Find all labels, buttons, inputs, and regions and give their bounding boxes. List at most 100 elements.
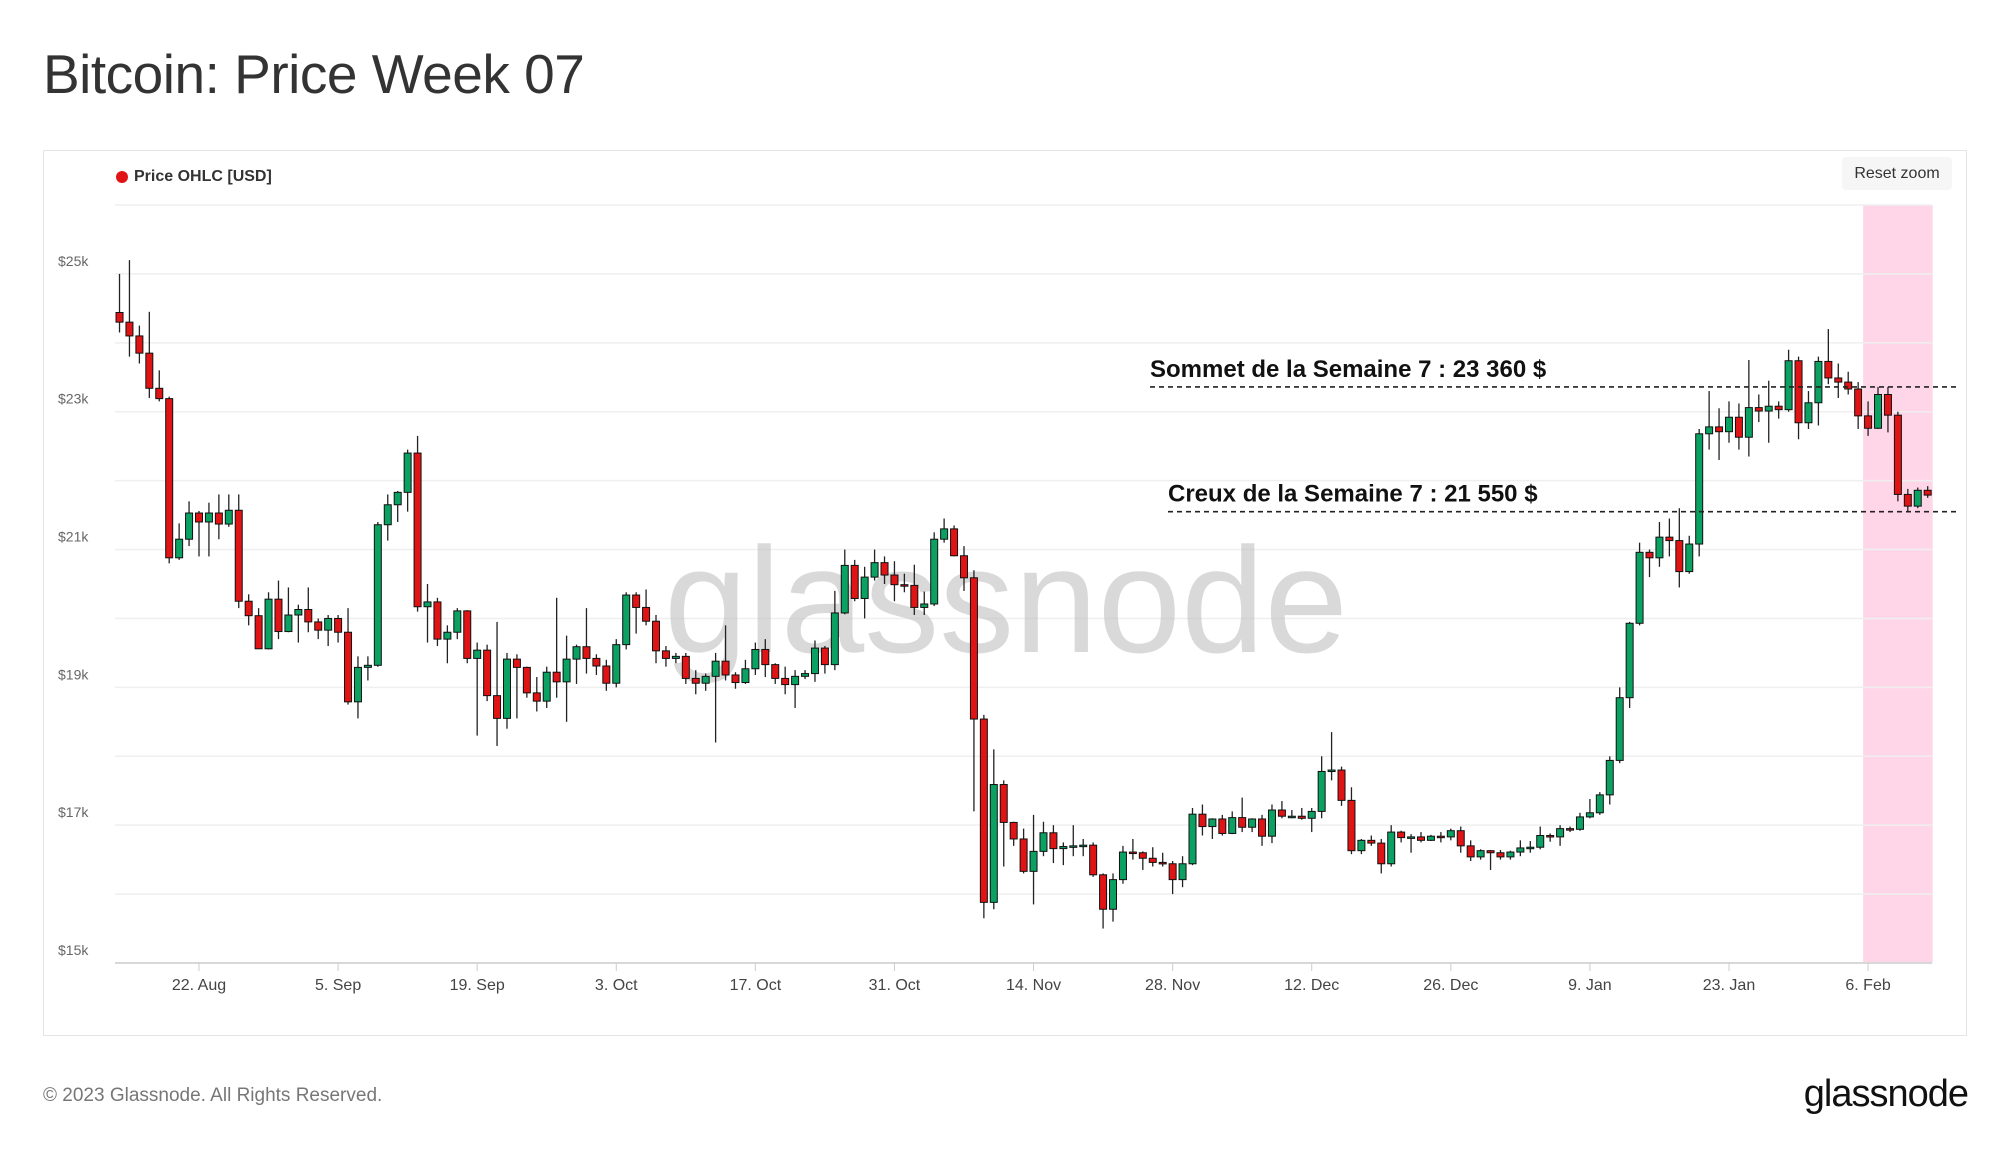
candle-2022-09-26[interactable] [542, 666, 551, 709]
candle-2022-12-21[interactable] [1397, 830, 1406, 843]
candle-2023-01-16[interactable] [1655, 521, 1664, 567]
candle-2022-09-25[interactable] [532, 677, 541, 712]
candle-2023-01-17[interactable] [1665, 518, 1674, 557]
candle-2022-11-08[interactable] [969, 570, 978, 812]
candle-2023-01-02[interactable] [1516, 840, 1525, 857]
candle-2022-09-27[interactable] [552, 597, 561, 698]
candle-2022-11-09[interactable] [979, 714, 988, 919]
candle-2023-01-10[interactable] [1595, 792, 1604, 815]
candle-2022-11-18[interactable] [1069, 825, 1078, 857]
candle-2023-02-12[interactable] [1923, 486, 1932, 498]
candle-2022-11-24[interactable] [1128, 838, 1137, 860]
candle-2022-12-23[interactable] [1417, 832, 1426, 843]
candle-2022-10-03[interactable] [612, 639, 621, 688]
candle-2023-02-10[interactable] [1903, 488, 1912, 512]
candle-2022-09-15[interactable] [433, 597, 442, 647]
candle-2023-01-23[interactable] [1724, 401, 1733, 443]
candle-2022-09-05[interactable] [334, 615, 343, 643]
candle-2023-01-07[interactable] [1566, 826, 1575, 833]
candle-2023-01-08[interactable] [1575, 812, 1584, 831]
candle-2022-08-27[interactable] [244, 594, 253, 626]
candle-2022-08-15[interactable] [125, 260, 134, 357]
legend-item-price-ohlc[interactable]: Price OHLC [USD] [116, 168, 272, 186]
candle-2022-11-13[interactable] [1019, 828, 1028, 874]
candle-2022-12-03[interactable] [1218, 814, 1227, 836]
candle-2022-08-19[interactable] [165, 396, 174, 564]
candle-2022-12-07[interactable] [1258, 814, 1267, 846]
candle-2022-11-27[interactable] [1158, 852, 1167, 867]
candle-2022-10-07[interactable] [652, 615, 661, 664]
candle-2022-10-25[interactable] [830, 590, 839, 671]
candle-2022-12-20[interactable] [1387, 825, 1396, 867]
candle-2022-09-23[interactable] [512, 654, 521, 719]
candle-2022-10-24[interactable] [820, 646, 829, 674]
candle-2022-10-02[interactable] [602, 659, 611, 691]
candle-2022-11-25[interactable] [1138, 851, 1147, 870]
candle-2022-09-10[interactable] [383, 494, 392, 541]
candle-2022-08-31[interactable] [284, 587, 293, 633]
candle-2022-10-20[interactable] [781, 666, 790, 695]
candle-2023-02-11[interactable] [1913, 487, 1922, 509]
candle-2023-01-12[interactable] [1615, 687, 1624, 764]
candle-2022-10-31[interactable] [890, 561, 899, 602]
candle-2022-12-08[interactable] [1267, 804, 1276, 844]
candle-2022-11-19[interactable] [1079, 838, 1088, 857]
candle-2022-08-18[interactable] [155, 370, 164, 402]
candle-2022-12-12[interactable] [1307, 807, 1316, 833]
candle-2022-09-07[interactable] [353, 656, 362, 719]
candle-2022-12-19[interactable] [1377, 838, 1386, 874]
candle-2022-12-16[interactable] [1347, 787, 1356, 855]
candle-2022-10-13[interactable] [711, 652, 720, 743]
candle-2022-09-08[interactable] [363, 656, 372, 681]
candle-2023-01-15[interactable] [1645, 549, 1654, 578]
candle-2022-11-02[interactable] [910, 564, 919, 616]
candle-2022-09-01[interactable] [294, 604, 303, 643]
candle-2022-11-21[interactable] [1099, 873, 1108, 929]
candle-2022-12-14[interactable] [1327, 732, 1336, 781]
candle-2023-01-04[interactable] [1536, 826, 1545, 850]
candle-2022-10-11[interactable] [691, 670, 700, 695]
candle-2022-11-01[interactable] [900, 573, 909, 593]
candle-2022-11-05[interactable] [940, 518, 949, 543]
candle-2022-12-04[interactable] [1228, 811, 1237, 835]
candle-2022-12-26[interactable] [1446, 828, 1455, 841]
candle-2022-09-04[interactable] [324, 615, 333, 647]
candle-2022-10-15[interactable] [731, 672, 740, 689]
candle-2023-02-06[interactable] [1864, 401, 1873, 436]
candle-2022-08-29[interactable] [264, 592, 273, 650]
candle-2023-01-11[interactable] [1605, 756, 1614, 805]
candle-2022-10-08[interactable] [661, 646, 670, 667]
candle-2023-02-05[interactable] [1854, 382, 1863, 429]
candle-2022-11-26[interactable] [1148, 847, 1157, 867]
candle-2022-08-17[interactable] [145, 311, 154, 398]
candle-2022-12-09[interactable] [1277, 801, 1286, 819]
candle-2022-09-03[interactable] [314, 618, 323, 640]
candle-2023-01-01[interactable] [1506, 850, 1515, 860]
candle-2022-10-26[interactable] [840, 549, 849, 615]
candle-2022-10-05[interactable] [632, 592, 641, 634]
candle-2022-10-04[interactable] [622, 592, 631, 650]
candle-2022-08-26[interactable] [234, 494, 243, 609]
candle-2022-12-29[interactable] [1476, 849, 1485, 860]
candle-2022-09-30[interactable] [582, 608, 591, 674]
candle-2022-11-28[interactable] [1168, 861, 1177, 895]
candle-2022-09-11[interactable] [393, 490, 402, 522]
candle-2022-11-04[interactable] [930, 532, 939, 607]
candle-2022-12-30[interactable] [1486, 849, 1495, 870]
candle-2022-08-30[interactable] [274, 580, 283, 640]
candle-2022-12-31[interactable] [1496, 849, 1505, 860]
candle-2023-01-05[interactable] [1546, 833, 1555, 842]
candle-2022-10-30[interactable] [880, 556, 889, 584]
candle-2022-10-17[interactable] [751, 642, 760, 675]
candle-2022-08-22[interactable] [195, 510, 203, 557]
candle-2022-10-12[interactable] [701, 673, 710, 691]
candle-2022-09-06[interactable] [344, 608, 353, 705]
candle-2022-11-11[interactable] [999, 780, 1008, 867]
candle-2022-09-24[interactable] [522, 666, 531, 698]
candle-2023-01-09[interactable] [1585, 798, 1594, 819]
candle-2022-09-28[interactable] [562, 635, 571, 722]
candle-2022-09-18[interactable] [463, 610, 472, 664]
candle-2022-12-13[interactable] [1317, 756, 1326, 819]
candle-2022-12-01[interactable] [1198, 804, 1207, 836]
candle-2022-11-10[interactable] [989, 749, 998, 910]
